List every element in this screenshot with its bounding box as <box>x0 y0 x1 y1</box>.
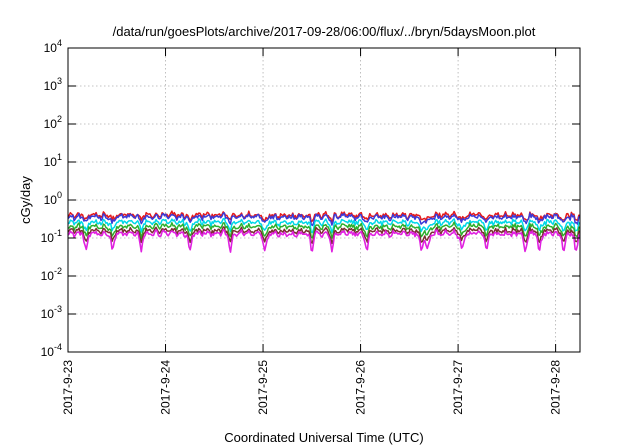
series-layer <box>67 210 581 253</box>
x-tick-label: 2017-9-27 <box>451 360 465 415</box>
y-tick-label: 10-1 <box>41 228 62 245</box>
y-tick-label: 101 <box>44 152 62 169</box>
grid-layer <box>68 48 580 352</box>
y-tick-label: 10-4 <box>41 342 62 359</box>
series-line-6 <box>67 228 581 253</box>
x-tick-label: 2017-9-26 <box>354 360 368 415</box>
y-tick-label: 10-3 <box>41 304 62 321</box>
series-line-3 <box>67 217 581 234</box>
series-line-4 <box>68 221 581 240</box>
chart-title: /data/run/goesPlots/archive/2017-09-28/0… <box>113 24 536 39</box>
y-tick-label: 102 <box>44 114 62 131</box>
y-tick-label: 104 <box>44 38 62 55</box>
x-axis-label: Coordinated Universal Time (UTC) <box>224 430 423 445</box>
axis-layer: 10-4 10-3 10-2 10-1 100 101 102 103 104 2017-9-23… <box>41 38 580 415</box>
series-line-2 <box>67 212 581 227</box>
y-tick-label: 103 <box>44 76 62 93</box>
series-line-5 <box>67 226 581 245</box>
y-tick-label: 10-2 <box>41 266 62 283</box>
y-axis-label: cGy/day <box>18 176 33 224</box>
y-tick-label: 100 <box>44 190 62 207</box>
x-tick-label: 2017-9-28 <box>549 360 563 415</box>
x-tick-label: 2017-9-23 <box>61 360 75 415</box>
x-tick-label: 2017-9-25 <box>256 360 270 415</box>
x-tick-label: 2017-9-24 <box>159 360 173 415</box>
